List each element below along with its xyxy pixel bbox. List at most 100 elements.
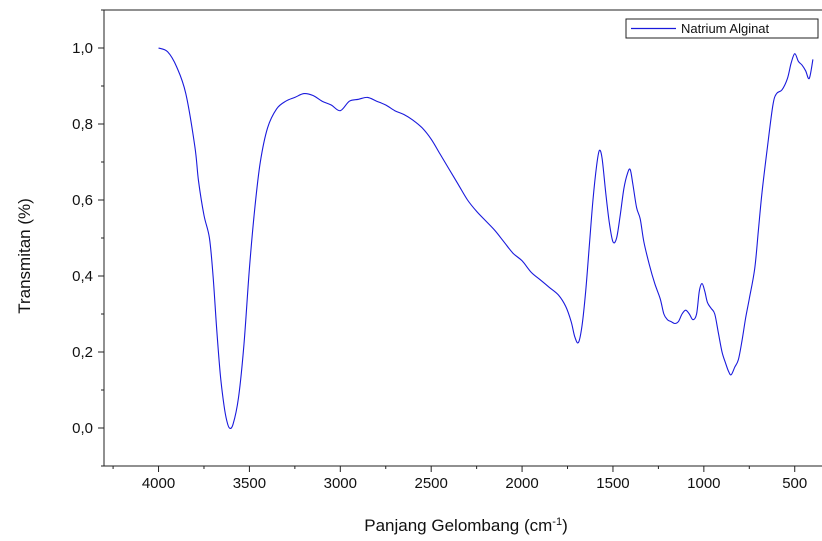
- data-point: [204, 215, 205, 216]
- data-point: [540, 279, 541, 280]
- data-point: [682, 314, 683, 315]
- legend-box: [625, 18, 819, 39]
- data-point: [260, 162, 261, 163]
- data-point: [267, 127, 268, 128]
- data-point: [731, 374, 732, 375]
- data-point: [376, 101, 377, 102]
- data-point: [725, 363, 726, 364]
- data-point: [791, 63, 792, 64]
- data-point: [198, 181, 199, 182]
- y-axis-title: Transmitan (%): [15, 198, 34, 314]
- data-point: [582, 325, 583, 326]
- data-point: [654, 283, 655, 284]
- data-point: [602, 158, 603, 159]
- data-point: [794, 53, 795, 54]
- data-point: [209, 238, 210, 239]
- plot-frame: [103, 9, 822, 467]
- data-point: [704, 291, 705, 292]
- data-point: [467, 200, 468, 201]
- y-tick-label: 0,2: [72, 344, 93, 361]
- data-point: [767, 146, 768, 147]
- data-point: [431, 139, 432, 140]
- data-point: [714, 314, 715, 315]
- data-point: [494, 230, 495, 231]
- y-tick-label: 0,0: [72, 420, 93, 437]
- data-point: [285, 101, 286, 102]
- series-line-0: [158, 47, 814, 429]
- data-point: [216, 329, 217, 330]
- data-point: [734, 367, 735, 368]
- x-axis-title-text: Panjang Gelombang (cm: [364, 516, 552, 535]
- x-tick-label: 1000: [687, 475, 720, 492]
- axis-ticks: 4000 3500 3000 2500 2000 1500 1000 500 0,0 0,2 0,4…: [72, 9, 807, 492]
- data-point: [671, 321, 672, 322]
- data-point: [609, 222, 610, 223]
- data-point: [798, 61, 799, 62]
- legend-label: Natrium Alginat: [681, 21, 770, 36]
- data-point: [776, 93, 777, 94]
- x-tick-label: 4000: [142, 475, 175, 492]
- data-point: [476, 211, 477, 212]
- data-point: [413, 120, 414, 121]
- data-point: [718, 333, 719, 334]
- x-axis-title-close: ): [562, 516, 568, 535]
- data-point: [749, 298, 750, 299]
- data-point: [623, 188, 624, 189]
- data-point: [802, 65, 803, 66]
- data-point: [633, 184, 634, 185]
- data-point: [238, 397, 239, 398]
- data-point: [276, 108, 277, 109]
- data-point: [596, 165, 597, 166]
- series-layer: [158, 47, 814, 429]
- data-point: [226, 420, 227, 421]
- data-point: [176, 67, 177, 68]
- data-point: [711, 308, 712, 309]
- data-point: [660, 298, 661, 299]
- data-point: [754, 268, 755, 269]
- data-point: [167, 51, 168, 52]
- data-point: [571, 321, 572, 322]
- data-point: [394, 110, 395, 111]
- y-tick-label: 1,0: [72, 40, 93, 57]
- data-point: [728, 371, 729, 372]
- data-point: [738, 359, 739, 360]
- data-point: [531, 272, 532, 273]
- data-point: [349, 101, 350, 102]
- data-point: [636, 207, 637, 208]
- data-point: [158, 48, 159, 49]
- data-point: [513, 253, 514, 254]
- data-point: [773, 105, 774, 106]
- data-point: [313, 95, 314, 96]
- data-point: [627, 173, 628, 174]
- x-tick-label: 2500: [415, 475, 448, 492]
- data-point: [485, 221, 486, 222]
- x-axis-title: Panjang Gelombang (cm-1): [364, 516, 568, 535]
- data-point: [813, 59, 814, 60]
- data-point: [367, 97, 368, 98]
- data-point: [229, 428, 230, 429]
- data-point: [805, 70, 806, 71]
- data-point: [224, 405, 225, 406]
- data-point: [294, 97, 295, 98]
- x-tick-label: 500: [782, 475, 807, 492]
- data-point: [304, 93, 305, 94]
- y-tick-label: 0,6: [72, 192, 93, 209]
- data-point: [422, 127, 423, 128]
- data-point: [696, 314, 697, 315]
- data-point: [643, 241, 644, 242]
- data-point: [589, 245, 590, 246]
- y-tick-label: 0,8: [72, 116, 93, 133]
- data-point: [331, 105, 332, 106]
- legend: Natrium Alginat: [625, 18, 819, 39]
- x-tick-label: 2000: [505, 475, 538, 492]
- data-point: [249, 268, 250, 269]
- data-point: [630, 169, 631, 170]
- data-point: [616, 238, 617, 239]
- data-point: [194, 146, 195, 147]
- data-point: [640, 219, 641, 220]
- data-point: [440, 154, 441, 155]
- data-point: [449, 169, 450, 170]
- data-point: [689, 314, 690, 315]
- data-point: [758, 230, 759, 231]
